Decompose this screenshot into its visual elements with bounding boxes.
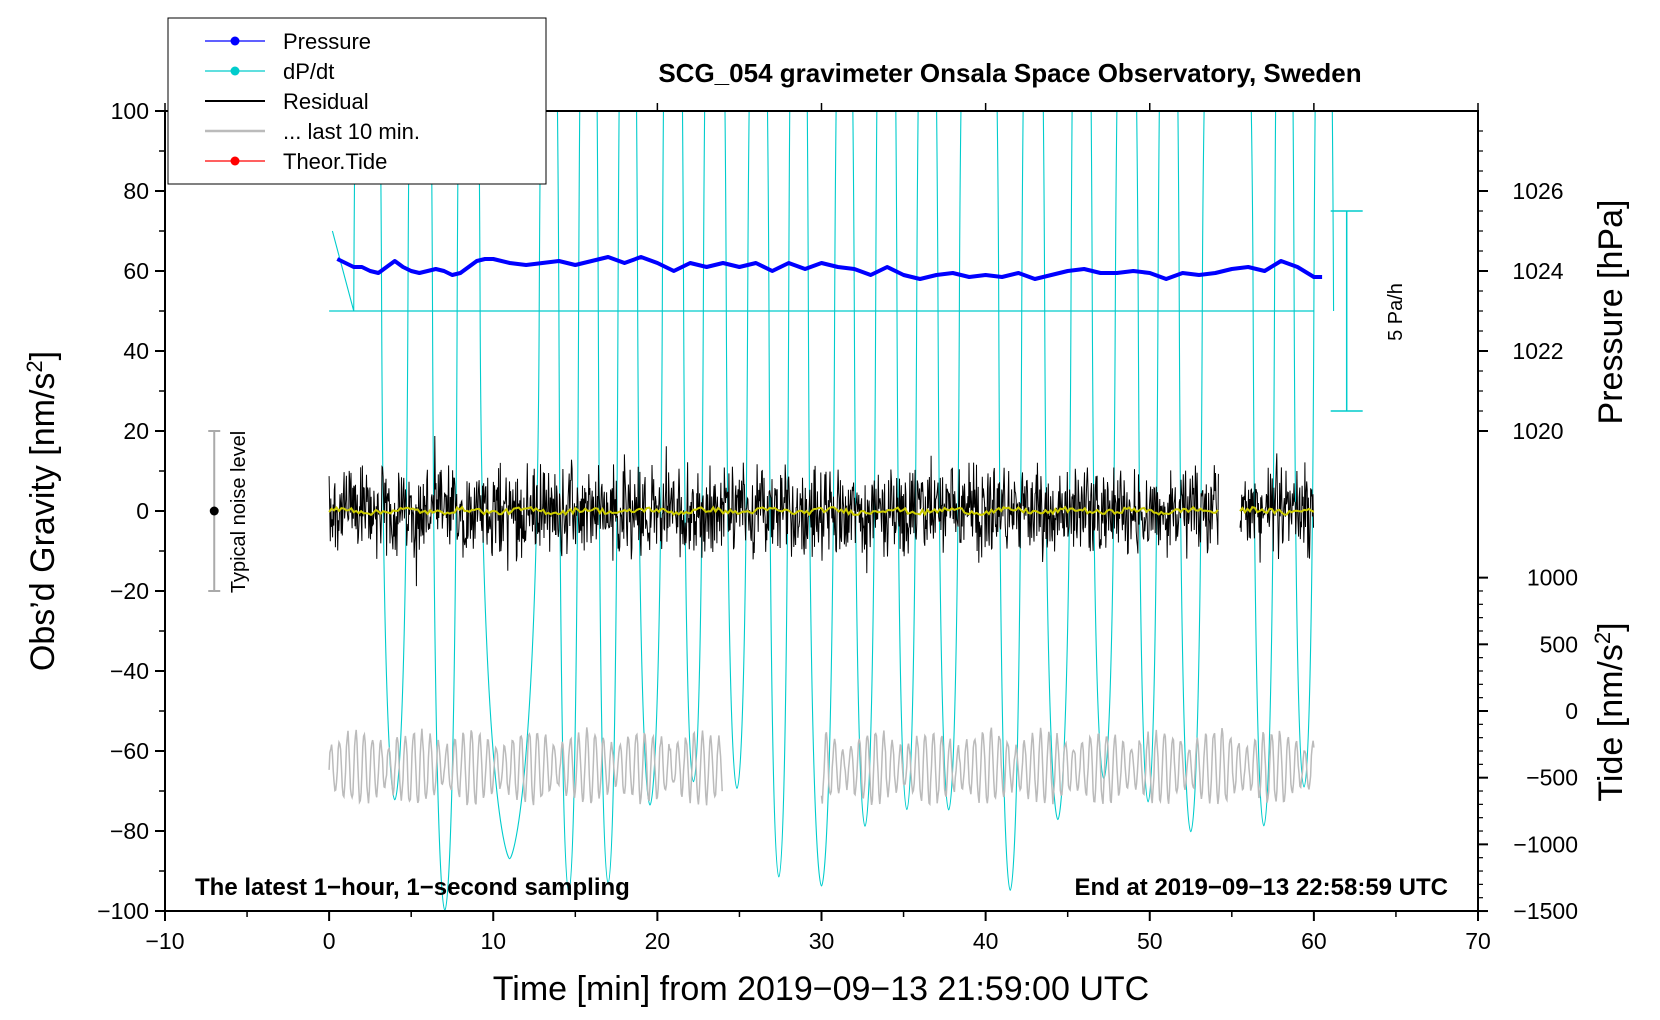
noise-bar-center: [209, 506, 219, 516]
residual-line-segment-1: [1239, 453, 1314, 563]
y-pressure-tick-label: 1022: [1512, 338, 1563, 364]
legend-marker-4: [230, 156, 240, 166]
legend: Pressure dP/dt Residual ... last 10 min. The…: [167, 17, 547, 185]
y-tide-tick-label: 0: [1565, 698, 1578, 724]
y-left-tick-label: 100: [111, 98, 149, 124]
last10-line-segment-1: [820, 727, 1315, 807]
y-axis-title-left: Obs’d Gravity [nm/s2]: [22, 351, 63, 671]
legend-label-4: Theor.Tide: [283, 149, 387, 174]
y-left-tick-label: −100: [97, 898, 149, 924]
noise-level-label: Typical noise level: [228, 431, 250, 593]
chart-title: SCG_054 gravimeter Onsala Space Observat…: [658, 58, 1361, 88]
residual-line-segment-0: [328, 435, 1219, 587]
x-tick-label: 0: [323, 928, 336, 954]
x-tick-label: 10: [480, 928, 506, 954]
y-left-tick-label: −60: [110, 738, 149, 764]
y-left-tick-label: 60: [123, 258, 149, 284]
y-axis-title-tide: Tide [nm/s2]: [1590, 622, 1631, 801]
y-left-tick-label: −40: [110, 658, 149, 684]
legend-marker-1: [230, 66, 240, 76]
y-tide-tick-label: −1500: [1513, 898, 1578, 924]
legend-label-3: ... last 10 min.: [283, 119, 420, 144]
x-tick-label: 20: [645, 928, 671, 954]
y-left-tick-label: 80: [123, 178, 149, 204]
x-tick-label: 50: [1137, 928, 1163, 954]
x-tick-label: −10: [145, 928, 184, 954]
y-pressure-tick-label: 1020: [1512, 418, 1563, 444]
x-tick-label: 60: [1301, 928, 1327, 954]
y-axis-title-pressure: Pressure [hPa]: [1592, 200, 1630, 425]
y-left-tick-label: 0: [136, 498, 149, 524]
pressure-line: [336, 255, 1323, 281]
y-left-tick-label: −80: [110, 818, 149, 844]
y-tide-tick-label: −500: [1526, 765, 1578, 791]
y-tide-tick-label: 1000: [1527, 565, 1578, 591]
last10-line-segment-0: [328, 727, 723, 806]
legend-label-1: dP/dt: [283, 59, 334, 84]
legend-label-0: Pressure: [283, 29, 371, 54]
residual-smooth-segment-0: [328, 505, 1219, 517]
residual-smooth-segment-1: [1239, 506, 1315, 516]
x-tick-label: 30: [809, 928, 835, 954]
legend-marker-0: [230, 36, 240, 46]
y-tide-tick-label: 500: [1540, 631, 1578, 657]
y-left-tick-label: −20: [110, 578, 149, 604]
rate-label: 5 Pa/h: [1385, 283, 1407, 341]
y-left-tick-label: 40: [123, 338, 149, 364]
y-pressure-tick-label: 1026: [1512, 178, 1563, 204]
x-tick-label: 40: [973, 928, 999, 954]
sampling-note: The latest 1−hour, 1−second sampling: [195, 874, 630, 901]
y-pressure-tick-label: 1024: [1512, 258, 1563, 284]
y-left-tick-label: 20: [123, 418, 149, 444]
end-time-note: End at 2019−09−13 22:58:59 UTC: [1074, 874, 1448, 901]
y-tide-tick-label: −1000: [1513, 831, 1578, 857]
x-tick-label: 70: [1465, 928, 1491, 954]
x-axis-title: Time [min] from 2019−09−13 21:59:00 UTC: [493, 970, 1149, 1008]
legend-label-2: Residual: [283, 89, 369, 114]
